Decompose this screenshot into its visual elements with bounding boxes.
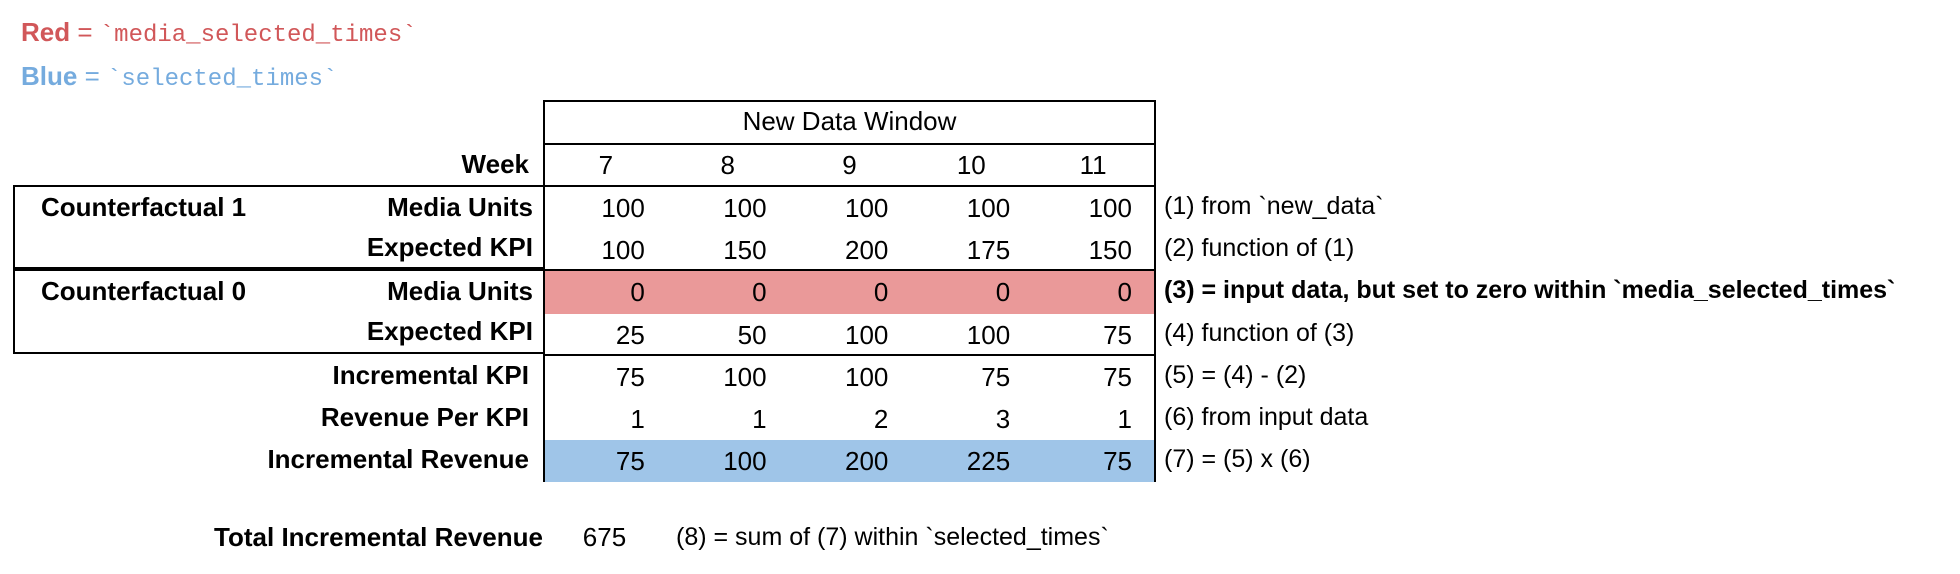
legend-blue-line: Blue = `selected_times` — [21, 56, 417, 100]
annotation-4: (4) function of (3) — [1164, 319, 1355, 347]
table-cell: 0 — [873, 277, 889, 307]
table-cell: 225 — [966, 446, 1011, 476]
table-cell: 0 — [630, 277, 645, 307]
table-cell: 1 — [630, 404, 645, 434]
counterfactual-1-box: Counterfactual 1 Media Units Expected KP… — [13, 185, 545, 269]
table-cell: 175 — [966, 235, 1011, 265]
legend-blue-eq: = — [77, 61, 107, 91]
annotation-1: (1) from `new_data` — [1164, 192, 1384, 220]
table-cell: 3 — [995, 404, 1011, 434]
annotation-2: (2) function of (1) — [1164, 234, 1355, 262]
row-label-media-units: Media Units — [387, 275, 533, 306]
data-table: New Data Window 7 8 9 10 11 100 100 100 … — [543, 100, 1156, 482]
week-cell: 7 — [598, 150, 614, 180]
week-cell: 11 — [1079, 150, 1107, 180]
week-row-label: Week — [461, 149, 529, 179]
table-cell: 0 — [752, 277, 767, 307]
table-cell: 150 — [1088, 235, 1132, 265]
annotation-3: (3) = input data, but set to zero within… — [1164, 276, 1896, 304]
table-cell: 25 — [615, 320, 645, 350]
table-cell: 75 — [615, 362, 645, 392]
table-cell: 0 — [995, 277, 1011, 307]
legend-red-label: Red — [21, 17, 71, 47]
row-cf1-expected-kpi: 100 150 200 175 150 — [545, 229, 1154, 271]
table-cell: 100 — [966, 193, 1011, 223]
table-cell: 100 — [601, 193, 645, 223]
legend-blue-label: Blue — [21, 61, 78, 91]
table-cell: 100 — [845, 362, 889, 392]
row-label-incremental-kpi: Incremental KPI — [332, 360, 529, 390]
table-cell: 75 — [1103, 446, 1132, 476]
legend-blue-code: `selected_times` — [106, 66, 338, 93]
table-cell: 100 — [845, 320, 889, 350]
table-cell: 100 — [723, 446, 767, 476]
week-header-row: 7 8 9 10 11 — [545, 145, 1154, 187]
table-cell: 100 — [966, 320, 1011, 350]
table-cell: 200 — [845, 235, 889, 265]
row-revenue-per-kpi: 1 1 2 3 1 — [545, 398, 1154, 440]
cf1-row-1: Counterfactual 1 Media Units — [15, 187, 543, 227]
table-cell: 100 — [1088, 193, 1132, 223]
row-label-incremental-revenue: Incremental Revenue — [267, 444, 529, 474]
table-cell: 100 — [723, 362, 767, 392]
row-label-media-units: Media Units — [387, 191, 533, 222]
table-cell: 1 — [752, 404, 767, 434]
week-cell: 8 — [720, 150, 735, 180]
table-cell: 50 — [737, 320, 767, 350]
row-cf0-expected-kpi: 25 50 100 100 75 — [545, 314, 1154, 356]
row-incremental-revenue-highlighted-blue: 75 100 200 225 75 — [545, 440, 1154, 482]
row-incremental-kpi: 75 100 100 75 75 — [545, 356, 1154, 398]
row-label-expected-kpi: Expected KPI — [366, 315, 533, 346]
table-cell: 200 — [845, 446, 889, 476]
week-cell: 9 — [842, 150, 857, 180]
row-cf1-media-units: 100 100 100 100 100 — [545, 187, 1154, 229]
table-cell: 75 — [1103, 320, 1132, 350]
legend-red-code: `media_selected_times` — [99, 22, 417, 49]
table-cell: 150 — [723, 235, 767, 265]
annotation-5: (5) = (4) - (2) — [1164, 361, 1307, 389]
group-label-counterfactual-0: Counterfactual 0 — [41, 275, 247, 306]
cf1-row-2: Expected KPI — [15, 227, 543, 267]
table-cell: 100 — [601, 235, 645, 265]
group-label-counterfactual-1: Counterfactual 1 — [41, 191, 247, 222]
table-header-new-data-window: New Data Window — [545, 102, 1154, 145]
table-cell: 100 — [723, 193, 767, 223]
cf0-row-1: Counterfactual 0 Media Units — [15, 271, 543, 311]
table-cell: 75 — [981, 362, 1011, 392]
legend: Red = `media_selected_times` Blue = `sel… — [21, 12, 417, 100]
total-incremental-revenue-value: 675 — [582, 522, 627, 552]
annotation-8: (8) = sum of (7) within `selected_times` — [676, 523, 1109, 551]
row-cf0-media-units-highlighted-red: 0 0 0 0 0 — [545, 271, 1154, 314]
table-cell: 2 — [873, 404, 889, 434]
total-incremental-revenue-label: Total Incremental Revenue — [214, 522, 543, 552]
counterfactual-0-box: Counterfactual 0 Media Units Expected KP… — [13, 269, 545, 354]
legend-red-line: Red = `media_selected_times` — [21, 12, 417, 56]
row-label-revenue-per-kpi: Revenue Per KPI — [320, 402, 529, 432]
row-label-expected-kpi: Expected KPI — [366, 231, 533, 262]
table-cell: 0 — [1117, 277, 1132, 307]
table-cell: 100 — [845, 193, 889, 223]
legend-red-eq: = — [70, 17, 100, 47]
cf0-row-2: Expected KPI — [15, 311, 543, 351]
annotation-7: (7) = (5) x (6) — [1164, 445, 1311, 473]
annotation-6: (6) from input data — [1164, 403, 1369, 431]
week-cell: 10 — [956, 150, 986, 180]
table-cell: 75 — [615, 446, 645, 476]
table-cell: 75 — [1103, 362, 1132, 392]
table-cell: 1 — [1117, 404, 1132, 434]
